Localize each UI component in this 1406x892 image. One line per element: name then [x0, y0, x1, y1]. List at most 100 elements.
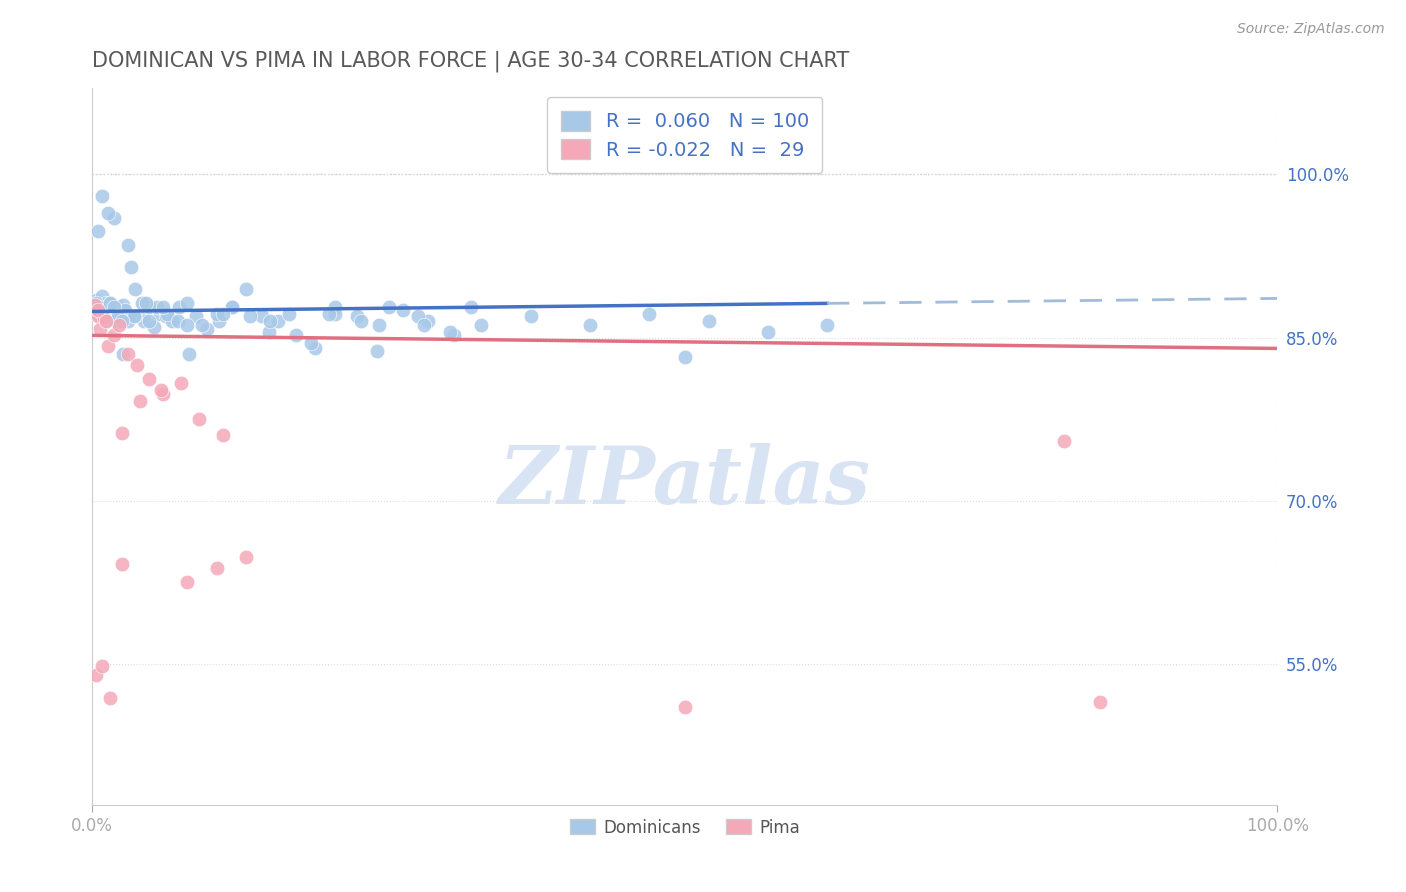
- Point: [323, 300, 346, 314]
- Point: [1088, 695, 1111, 709]
- Point: [101, 300, 124, 314]
- Point: [87, 295, 110, 310]
- Point: [205, 561, 228, 575]
- Point: [97, 205, 120, 219]
- Point: [128, 309, 150, 323]
- Point: [579, 318, 602, 332]
- Point: [110, 309, 132, 323]
- Point: [138, 314, 160, 328]
- Point: [278, 307, 301, 321]
- Point: [134, 314, 156, 328]
- Point: [90, 289, 112, 303]
- Point: [84, 295, 107, 310]
- Point: [318, 307, 340, 321]
- Point: [439, 325, 461, 339]
- Point: [117, 314, 139, 328]
- Point: [156, 307, 179, 321]
- Point: [146, 300, 169, 314]
- Point: [96, 295, 118, 310]
- Point: [103, 328, 125, 343]
- Point: [91, 309, 114, 323]
- Point: [208, 314, 231, 328]
- Point: [96, 314, 118, 328]
- Point: [87, 309, 110, 323]
- Point: [111, 426, 134, 441]
- Point: [638, 307, 661, 321]
- Point: [91, 307, 114, 321]
- Point: [673, 350, 696, 364]
- Point: [131, 295, 153, 310]
- Point: [87, 224, 110, 238]
- Point: [176, 575, 198, 590]
- Point: [285, 328, 308, 343]
- Point: [86, 300, 108, 314]
- Text: Source: ZipAtlas.com: Source: ZipAtlas.com: [1237, 22, 1385, 37]
- Point: [221, 300, 243, 314]
- Point: [98, 295, 121, 310]
- Legend: Dominicans, Pima: Dominicans, Pima: [564, 812, 807, 843]
- Point: [301, 336, 323, 351]
- Point: [259, 314, 281, 328]
- Point: [127, 358, 149, 372]
- Point: [179, 347, 201, 361]
- Point: [111, 298, 134, 312]
- Text: DOMINICAN VS PIMA IN LABOR FORCE | AGE 30-34 CORRELATION CHART: DOMINICAN VS PIMA IN LABOR FORCE | AGE 3…: [93, 51, 849, 72]
- Point: [368, 318, 391, 332]
- Point: [211, 428, 233, 442]
- Point: [103, 300, 125, 314]
- Point: [205, 307, 228, 321]
- Point: [117, 347, 139, 361]
- Point: [416, 314, 439, 328]
- Point: [83, 298, 105, 312]
- Point: [350, 314, 373, 328]
- Point: [250, 309, 273, 323]
- Point: [166, 314, 188, 328]
- Point: [152, 300, 174, 314]
- Point: [111, 314, 134, 328]
- Point: [100, 303, 122, 318]
- Point: [107, 300, 129, 314]
- Point: [124, 309, 146, 323]
- Point: [443, 328, 465, 343]
- Point: [93, 310, 115, 325]
- Point: [167, 300, 190, 314]
- Point: [142, 319, 165, 334]
- Point: [176, 295, 198, 310]
- Point: [108, 318, 131, 332]
- Point: [239, 309, 262, 323]
- Point: [470, 318, 492, 332]
- Point: [149, 383, 172, 397]
- Point: [815, 318, 838, 332]
- Point: [114, 303, 136, 318]
- Point: [235, 550, 257, 565]
- Point: [186, 309, 208, 323]
- Point: [103, 307, 125, 321]
- Point: [111, 347, 134, 361]
- Point: [267, 314, 290, 328]
- Point: [98, 295, 121, 310]
- Point: [104, 314, 127, 328]
- Point: [366, 343, 388, 358]
- Point: [191, 318, 214, 332]
- Point: [90, 189, 112, 203]
- Point: [673, 700, 696, 714]
- Point: [89, 309, 111, 323]
- Point: [124, 282, 146, 296]
- Point: [406, 309, 429, 323]
- Point: [176, 318, 198, 332]
- Point: [84, 293, 107, 307]
- Point: [122, 309, 145, 323]
- Point: [89, 300, 111, 314]
- Point: [221, 300, 243, 314]
- Point: [96, 314, 118, 328]
- Point: [460, 300, 482, 314]
- Point: [155, 309, 177, 323]
- Point: [89, 322, 111, 336]
- Point: [152, 387, 174, 401]
- Point: [87, 303, 110, 318]
- Point: [138, 300, 160, 314]
- Point: [149, 307, 172, 321]
- Point: [128, 393, 150, 408]
- Point: [97, 303, 120, 318]
- Point: [170, 376, 193, 391]
